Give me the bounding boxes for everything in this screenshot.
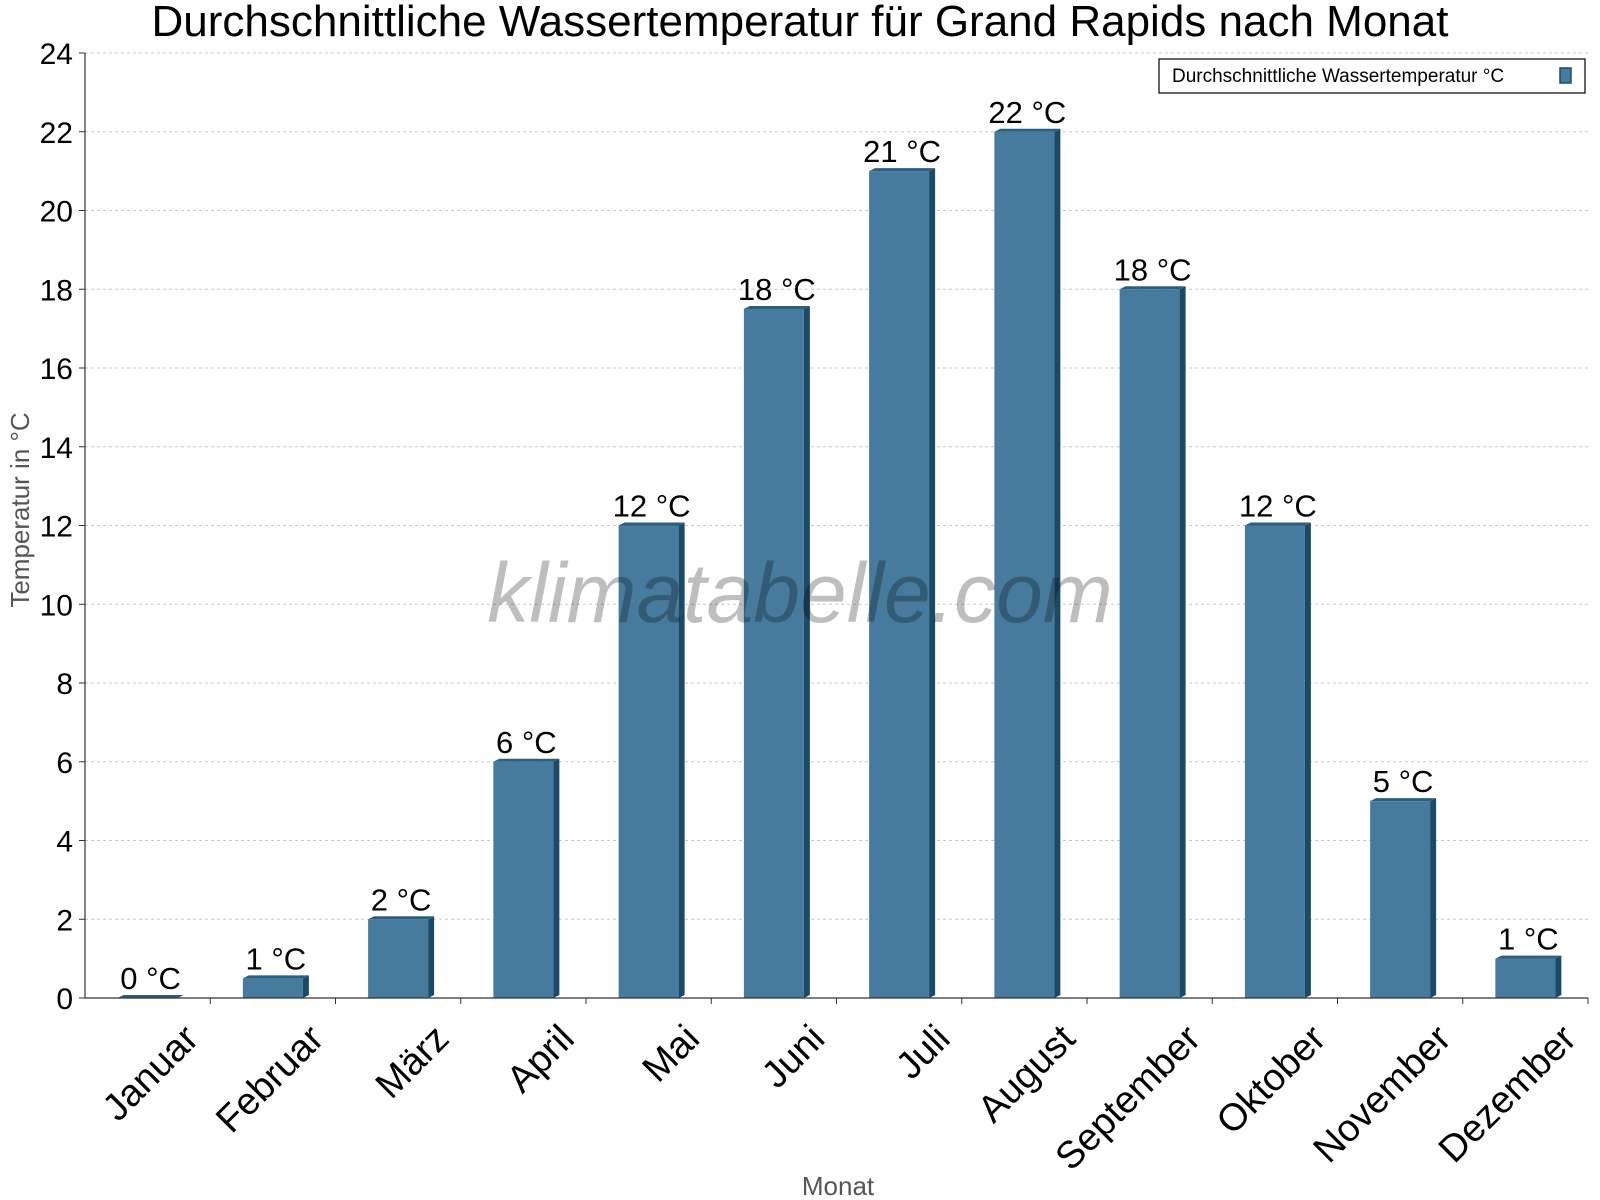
- x-tick-label: Januar: [95, 1017, 207, 1129]
- bar: [618, 525, 679, 998]
- x-tick-label: März: [368, 1017, 457, 1106]
- grid: [85, 52, 1588, 920]
- bar-side: [1304, 522, 1311, 998]
- bar-top: [869, 168, 936, 172]
- x-tick-label: Dezember: [1431, 1017, 1585, 1171]
- bar: [1244, 525, 1305, 998]
- x-tick-label: August: [970, 1017, 1084, 1131]
- y-tick-label: 18: [40, 274, 73, 307]
- bar-side: [1430, 798, 1437, 998]
- bar: [368, 919, 429, 998]
- y-tick-label: 4: [56, 826, 73, 859]
- bar-side: [428, 916, 435, 998]
- data-label: 0 °C: [120, 961, 181, 996]
- bar-top: [1495, 955, 1562, 959]
- bar: [1119, 289, 1180, 998]
- x-tick-label: April: [499, 1017, 582, 1100]
- legend-box: [1158, 58, 1586, 94]
- bar-top: [743, 305, 810, 309]
- bar-top: [117, 995, 184, 998]
- data-label: 18 °C: [738, 272, 816, 307]
- bar-top: [618, 522, 685, 526]
- x-axis-label: Monat: [802, 1171, 875, 1200]
- bars: [117, 128, 1562, 998]
- y-tick-label: 8: [56, 668, 73, 701]
- y-tick-label: 6: [56, 747, 73, 780]
- bar: [242, 978, 303, 998]
- bar-side: [929, 168, 936, 998]
- y-tick-label: 0: [56, 983, 73, 1016]
- watermark: klimatabelle.com: [487, 546, 1113, 640]
- data-label: 21 °C: [863, 134, 941, 169]
- x-tick-label: Juli: [888, 1017, 958, 1087]
- y-tick-label: 14: [40, 432, 73, 465]
- y-tick-label: 16: [40, 353, 73, 386]
- data-label: 1 °C: [246, 941, 307, 976]
- x-tick-label: Oktober: [1209, 1017, 1335, 1143]
- bar-top: [994, 128, 1061, 132]
- bar-top: [368, 916, 435, 920]
- bar-side: [302, 975, 309, 998]
- x-tick-label: Juni: [754, 1017, 833, 1096]
- y-tick-label: 10: [40, 589, 73, 622]
- y-tick-label: 24: [40, 38, 73, 71]
- y-tick-label: 12: [40, 511, 73, 544]
- data-label: 22 °C: [988, 95, 1066, 130]
- bar: [994, 131, 1055, 998]
- bar-top: [1244, 522, 1311, 526]
- data-label: 6 °C: [496, 725, 557, 760]
- bar: [493, 761, 554, 998]
- axes: [79, 52, 1589, 1004]
- chart-title: Durchschnittliche Wassertemperatur für G…: [152, 0, 1449, 46]
- data-label: 2 °C: [371, 882, 432, 917]
- legend: Durchschnittliche Wassertemperatur °C: [1158, 58, 1586, 94]
- bar-side: [553, 758, 560, 998]
- bar-top: [242, 975, 309, 979]
- x-tick-label: Mai: [635, 1017, 708, 1090]
- bar-side: [1179, 286, 1186, 998]
- bar-side: [1054, 128, 1061, 998]
- bar: [743, 308, 804, 998]
- data-label: 1 °C: [1498, 922, 1559, 957]
- x-tick-label: Februar: [208, 1017, 332, 1141]
- bar-top: [1370, 798, 1437, 802]
- bar: [1495, 958, 1556, 998]
- y-tick-label: 20: [40, 196, 73, 229]
- data-label: 12 °C: [613, 489, 691, 524]
- bar-top: [1119, 286, 1186, 290]
- legend-swatch: [1559, 67, 1572, 84]
- y-axis-label: Temperatur in °C: [5, 412, 35, 607]
- y-tick-label: 2: [56, 904, 73, 937]
- y-tick-label: 22: [40, 117, 73, 150]
- data-labels: 0 °C 1 °C 2 °C 6 °C 12 °C 18 °C 21 °C 22 °C 18 °…: [120, 95, 1558, 996]
- legend-label: Durchschnittliche Wassertemperatur °C: [1172, 66, 1504, 87]
- bar-top: [493, 758, 560, 762]
- bar-side: [1555, 955, 1562, 998]
- bar: [869, 171, 930, 998]
- data-label: 18 °C: [1114, 252, 1192, 287]
- bar: [1370, 801, 1431, 998]
- data-label: 12 °C: [1239, 489, 1317, 524]
- data-label: 5 °C: [1373, 764, 1434, 799]
- bar-side: [678, 522, 685, 998]
- bar-side: [803, 305, 810, 998]
